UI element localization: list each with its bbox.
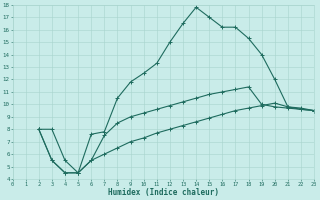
X-axis label: Humidex (Indice chaleur): Humidex (Indice chaleur) [108, 188, 219, 197]
